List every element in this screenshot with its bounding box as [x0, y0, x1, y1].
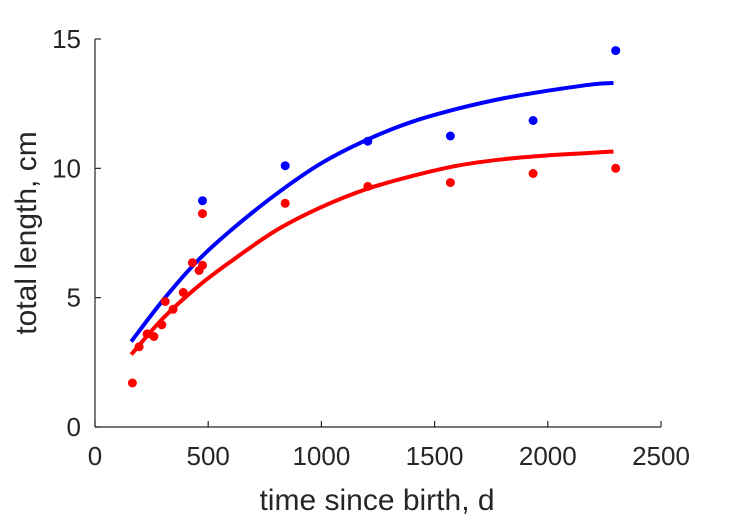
data-point-1 — [127, 378, 137, 388]
data-point-1 — [149, 332, 159, 341]
x-ticks: 0 500 1000 1500 2000 2500 — [88, 421, 690, 471]
data-point-0 — [363, 136, 373, 146]
data-point-1 — [157, 320, 167, 330]
y-tick-label: 5 — [67, 283, 81, 313]
x-tick-label: 500 — [187, 441, 230, 471]
y-ticks: 0 5 10 15 — [52, 24, 101, 442]
data-point-1 — [280, 198, 290, 208]
data-point-1 — [198, 260, 207, 270]
data-point-1 — [142, 329, 152, 339]
data-point-1 — [528, 169, 538, 178]
data-point-0 — [280, 161, 290, 171]
data-point-1 — [178, 288, 188, 297]
data-point-1 — [363, 181, 373, 191]
y-tick-label: 15 — [52, 24, 81, 54]
data-point-0 — [445, 131, 455, 141]
data-point-1 — [445, 178, 455, 188]
data-point-1 — [611, 163, 621, 173]
x-tick-label: 1500 — [406, 441, 464, 471]
x-tick-label: 0 — [88, 441, 102, 471]
y-axis-label: total length, cm — [10, 131, 43, 334]
data-point-1 — [134, 342, 144, 352]
data-point-1 — [198, 209, 207, 219]
x-axis-label: time since birth, d — [259, 484, 494, 517]
data-points — [127, 46, 621, 388]
data-point-1 — [187, 258, 197, 268]
x-tick-label: 2500 — [632, 441, 690, 471]
y-tick-label: 0 — [67, 412, 81, 442]
y-tick-label: 10 — [52, 153, 81, 183]
x-tick-label: 1000 — [292, 441, 350, 471]
data-point-0 — [198, 196, 207, 206]
data-point-0 — [528, 116, 538, 125]
data-point-1 — [160, 297, 170, 306]
axes — [94, 39, 661, 428]
x-tick-label: 2000 — [519, 441, 577, 471]
data-point-1 — [168, 304, 178, 314]
data-point-0 — [611, 46, 621, 56]
fit-lines — [129, 81, 614, 356]
